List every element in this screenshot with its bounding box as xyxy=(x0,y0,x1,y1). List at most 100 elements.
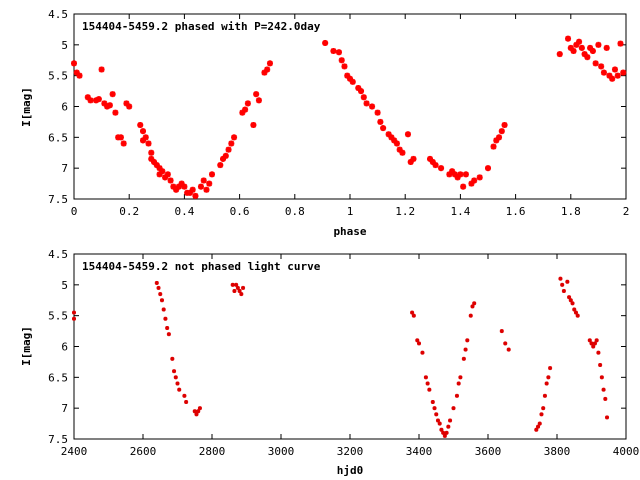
x-axis-label: hjd0 xyxy=(337,464,364,477)
y-axis-ticks: 4.5 5 5.5 6 6.5 7 7.5 xyxy=(48,248,626,446)
data-point xyxy=(542,393,547,398)
chart-title: 154404-5459.2 phased with P=242.0day xyxy=(82,20,321,33)
data-point xyxy=(438,165,445,172)
data-point xyxy=(255,97,262,104)
data-point xyxy=(120,140,127,147)
data-point xyxy=(470,304,475,309)
data-point xyxy=(330,48,337,54)
data-point xyxy=(145,140,152,147)
data-point xyxy=(71,60,77,67)
data-point xyxy=(192,409,197,414)
y-axis-label: I[mag] xyxy=(20,326,33,366)
data-point xyxy=(573,310,578,315)
x-tick-label: 0 xyxy=(71,205,78,218)
data-point xyxy=(592,60,599,67)
data-point xyxy=(472,301,477,306)
y-tick-label: 7 xyxy=(61,162,68,175)
y-axis-label: I[mag] xyxy=(20,87,33,127)
data-point xyxy=(596,350,601,355)
data-point xyxy=(165,326,170,330)
data-point xyxy=(434,412,439,417)
phased-light-curve-panel: 154404-5459.2 phased with P=242.0day pha… xyxy=(20,8,629,238)
data-point xyxy=(225,146,232,153)
data-point xyxy=(465,338,470,343)
data-point xyxy=(501,122,508,128)
data-point xyxy=(449,168,456,175)
data-point xyxy=(442,433,447,438)
data-point xyxy=(432,406,437,411)
data-point xyxy=(363,100,370,107)
data-point xyxy=(451,406,456,411)
y-tick-label: 5 xyxy=(61,279,68,292)
data-point xyxy=(242,106,249,113)
data-point xyxy=(601,387,606,392)
y-tick-label: 6.5 xyxy=(48,131,68,144)
data-point xyxy=(184,400,189,404)
data-point xyxy=(417,341,421,346)
data-point xyxy=(471,177,478,184)
data-point xyxy=(575,313,580,318)
y-tick-label: 4.5 xyxy=(48,248,68,261)
chart-title: 154404-5459.2 not phased light curve xyxy=(82,260,321,273)
data-point xyxy=(241,285,246,290)
data-point xyxy=(161,307,166,312)
data-point xyxy=(237,289,242,293)
data-point xyxy=(189,186,196,193)
data-point xyxy=(173,375,178,380)
data-point xyxy=(182,393,187,398)
data-point xyxy=(156,285,161,290)
data-point xyxy=(506,347,511,352)
x-tick-label: 3800 xyxy=(544,445,571,458)
data-point xyxy=(404,131,411,138)
x-tick-label: 1.4 xyxy=(450,205,470,218)
y-tick-label: 7.5 xyxy=(48,433,68,446)
data-point xyxy=(166,332,171,337)
data-point xyxy=(250,122,257,128)
data-point xyxy=(253,91,260,98)
data-point xyxy=(592,341,597,346)
data-point xyxy=(439,427,444,432)
data-point xyxy=(232,289,237,293)
x-tick-label: 3000 xyxy=(268,445,295,458)
data-point xyxy=(126,103,133,110)
data-point xyxy=(476,174,483,181)
data-point xyxy=(558,276,563,281)
data-point xyxy=(609,75,616,82)
data-point xyxy=(87,97,94,104)
data-point xyxy=(544,381,549,386)
y-tick-label: 5.5 xyxy=(48,310,68,323)
x-tick-label: 3600 xyxy=(475,445,502,458)
data-point xyxy=(503,341,508,346)
data-point xyxy=(572,307,577,312)
data-point xyxy=(163,316,168,321)
x-axis-label: phase xyxy=(333,225,366,238)
x-tick-label: 4000 xyxy=(613,445,640,458)
data-point xyxy=(432,162,439,169)
x-tick-label: 0.6 xyxy=(230,205,250,218)
data-point xyxy=(172,369,177,374)
data-point xyxy=(496,134,503,141)
y-tick-label: 6 xyxy=(61,341,68,354)
data-point xyxy=(142,134,149,141)
data-point xyxy=(264,66,271,73)
data-point xyxy=(598,63,605,70)
data-point xyxy=(425,381,430,386)
data-point xyxy=(200,177,207,184)
x-tick-label: 1 xyxy=(347,205,354,218)
data-point xyxy=(498,128,505,135)
data-point xyxy=(360,94,367,101)
data-point xyxy=(594,338,599,343)
x-tick-label: 0.4 xyxy=(174,205,194,218)
unphased-light-curve-panel: 154404-5459.2 not phased light curve hjd… xyxy=(20,248,639,477)
plot-frame xyxy=(73,13,627,200)
data-point xyxy=(181,183,188,190)
data-point xyxy=(239,292,244,297)
data-point xyxy=(605,415,610,420)
data-point xyxy=(617,40,624,47)
data-point xyxy=(454,393,459,398)
data-point xyxy=(235,285,240,290)
data-point xyxy=(377,118,384,125)
data-point xyxy=(72,310,76,315)
data-point xyxy=(369,103,376,110)
data-point xyxy=(457,171,464,178)
